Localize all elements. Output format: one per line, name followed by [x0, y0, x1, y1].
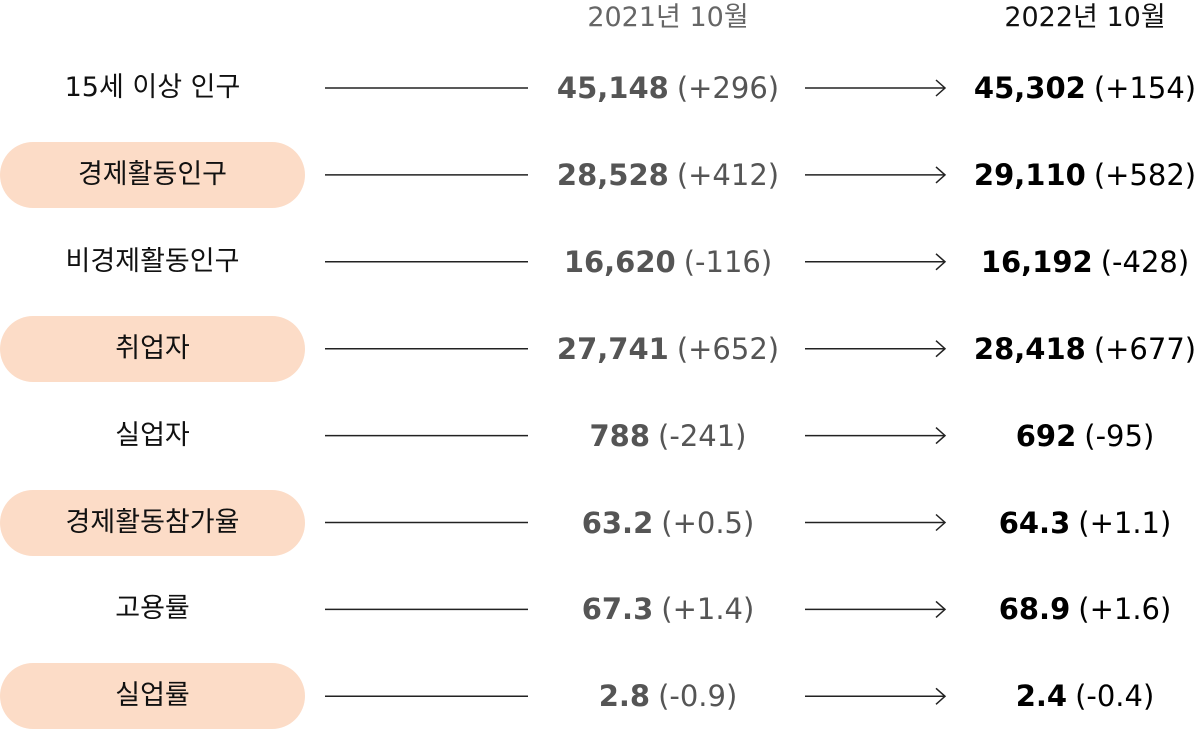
value: 2.8: [598, 679, 651, 714]
arrow-head: [935, 600, 947, 618]
value-after: 68.9 (+1.6): [999, 589, 1172, 629]
value-before: 67.3 (+1.4): [582, 589, 755, 629]
label-pill: [0, 315, 305, 382]
row-label: 취업자: [115, 332, 190, 364]
value: 16,620: [563, 244, 676, 279]
label-pill: [0, 141, 305, 208]
value-after: 28,418 (+677): [974, 329, 1196, 369]
arrow-head: [935, 513, 947, 532]
value-after: 16,192 (-428): [981, 242, 1189, 282]
change: (+1.4): [661, 592, 755, 627]
row-label: 경제활동인구: [77, 158, 228, 190]
value-before: 28,528 (+412): [557, 155, 779, 195]
row-label: 실업률: [115, 680, 190, 712]
change: (+677): [1093, 331, 1197, 366]
value-after: 2.4 (-0.4): [1016, 676, 1155, 716]
change: (-241): [658, 418, 747, 453]
change: (+582): [1093, 157, 1197, 192]
value-after: 692 (-95): [1016, 416, 1155, 456]
header-before: 2021년 10월: [587, 2, 749, 33]
value: 27,741: [556, 331, 669, 366]
change: (-95): [1084, 418, 1155, 453]
change: (-0.4): [1075, 679, 1155, 714]
value: 2.4: [1015, 679, 1068, 714]
value-before: 788 (-241): [590, 416, 747, 456]
label-pill: [0, 663, 305, 729]
change: (+1.6): [1078, 592, 1172, 627]
value-after: 45,302 (+154): [974, 68, 1196, 108]
value-before: 2.8 (-0.9): [599, 676, 738, 716]
value: 29,110: [973, 157, 1086, 192]
arrow-head: [935, 687, 947, 705]
change: (-428): [1100, 244, 1190, 279]
change: (-0.9): [658, 679, 738, 714]
value-before: 16,620 (-116): [564, 242, 772, 282]
row-label: 실업자: [115, 419, 190, 451]
value: 692: [1015, 418, 1077, 453]
change: (+154): [1093, 71, 1197, 105]
change: (-116): [683, 244, 773, 279]
value: 63.2: [581, 505, 654, 540]
change: (+0.5): [661, 505, 755, 540]
value: 45,302: [973, 71, 1086, 105]
value: 28,418: [973, 331, 1086, 366]
value: 45,148: [556, 71, 669, 105]
row-label: 고용률: [115, 593, 190, 625]
value: 788: [589, 418, 651, 453]
arrow-head: [935, 79, 947, 97]
row-label: 비경제활동인구: [65, 245, 240, 277]
arrow-head: [935, 340, 947, 358]
value: 16,192: [980, 244, 1093, 279]
change: (+1.1): [1078, 505, 1172, 540]
value-before: 27,741 (+652): [557, 329, 779, 369]
row-label: 경제활동참가율: [65, 506, 240, 538]
header-after: 2022년 10월: [1004, 2, 1166, 33]
arrow-head: [935, 427, 947, 445]
label-pill: [0, 489, 305, 556]
value-after: 29,110 (+582): [974, 155, 1196, 195]
value-before: 45,148 (+296): [557, 68, 779, 108]
value-before: 63.2 (+0.5): [582, 503, 755, 543]
value: 67.3: [581, 592, 654, 627]
arrow-head: [935, 253, 947, 271]
arrow-head: [935, 166, 947, 184]
change: (+296): [676, 71, 780, 105]
value: 28,528: [556, 157, 669, 192]
change: (+652): [676, 331, 780, 366]
value-after: 64.3 (+1.1): [999, 503, 1172, 543]
value: 64.3: [998, 505, 1071, 540]
row-label: 15세 이상 인구: [64, 72, 241, 103]
change: (+412): [676, 157, 780, 192]
value: 68.9: [998, 592, 1071, 627]
